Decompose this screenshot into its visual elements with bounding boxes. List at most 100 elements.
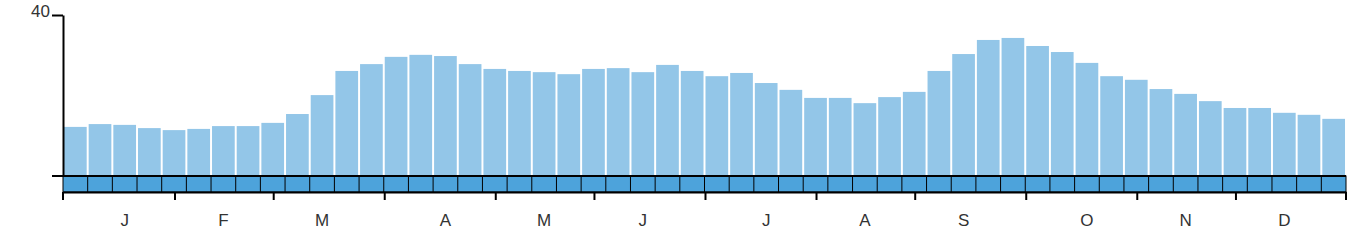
strip-divider xyxy=(1271,176,1272,192)
bar xyxy=(804,98,827,176)
strip-divider xyxy=(1247,176,1248,192)
bar xyxy=(878,97,901,176)
bar xyxy=(607,68,630,176)
bar xyxy=(237,126,260,176)
strip-divider xyxy=(1173,176,1174,192)
strip xyxy=(63,176,1346,192)
month-separator xyxy=(816,192,818,200)
strip-divider xyxy=(334,176,335,192)
strip-divider xyxy=(926,176,927,192)
x-tick-label: O xyxy=(1080,211,1093,230)
y-axis: 40 xyxy=(31,2,63,176)
strip-divider xyxy=(1025,176,1026,192)
x-tick: D xyxy=(1278,192,1290,230)
strip-divider xyxy=(1000,176,1001,192)
bar xyxy=(1125,80,1148,176)
bar xyxy=(1076,63,1099,176)
strip-divider xyxy=(211,176,212,192)
bar xyxy=(1298,115,1321,176)
bar xyxy=(1051,52,1074,176)
strip-divider xyxy=(901,176,902,192)
x-tick-label: S xyxy=(958,211,969,230)
bar xyxy=(1273,113,1296,176)
month-separator xyxy=(1136,192,1138,200)
strip-divider xyxy=(383,176,384,192)
bar xyxy=(631,72,654,176)
strip-bg xyxy=(63,176,1346,192)
strip-divider xyxy=(704,176,705,192)
strip-divider xyxy=(408,176,409,192)
bar xyxy=(360,64,383,176)
month-separator xyxy=(174,192,176,200)
bar xyxy=(1199,101,1222,176)
strip-divider xyxy=(1222,176,1223,192)
strip-divider xyxy=(285,176,286,192)
bar xyxy=(483,69,506,176)
x-tick: A xyxy=(859,192,871,230)
x-tick-label: J xyxy=(762,211,771,230)
strip-divider xyxy=(1099,176,1100,192)
strip-divider xyxy=(235,176,236,192)
month-separator xyxy=(495,192,497,200)
y-axis-line xyxy=(63,16,65,177)
bar xyxy=(755,83,778,176)
x-tick-label: J xyxy=(120,211,129,230)
bar xyxy=(952,54,975,176)
month-separator xyxy=(1345,192,1347,200)
strip-divider xyxy=(112,176,113,192)
strip-divider xyxy=(1321,176,1322,192)
bars xyxy=(64,38,1345,176)
x-tick-label: J xyxy=(639,211,648,230)
strip-divider xyxy=(260,176,261,192)
x-tick: J xyxy=(120,192,129,230)
baseline xyxy=(52,175,1346,177)
bar xyxy=(1174,94,1197,176)
strip-divider xyxy=(186,176,187,192)
bar xyxy=(1248,108,1271,176)
strip-divider xyxy=(87,176,88,192)
bar xyxy=(212,126,235,176)
x-tick: M xyxy=(537,192,551,230)
month-separator xyxy=(384,192,386,200)
strip-divider xyxy=(359,176,360,192)
strip-divider xyxy=(137,176,138,192)
strip-divider xyxy=(655,176,656,192)
x-tick-label: A xyxy=(440,211,452,230)
strip-divider xyxy=(1148,176,1149,192)
x-tick-label: N xyxy=(1179,211,1191,230)
strip-divider xyxy=(1074,176,1075,192)
bar xyxy=(138,128,161,176)
bar xyxy=(409,55,432,176)
bar xyxy=(977,40,1000,176)
x-tick: J xyxy=(639,192,648,230)
bar xyxy=(928,71,951,176)
bar xyxy=(508,71,531,176)
strip-divider xyxy=(1123,176,1124,192)
strip-divider xyxy=(605,176,606,192)
chart: 40JFMAMJJASOND xyxy=(0,0,1358,236)
bar xyxy=(434,56,457,176)
bar xyxy=(335,71,358,176)
strip-divider xyxy=(1296,176,1297,192)
x-tick-label: M xyxy=(537,211,551,230)
y-tick: 40 xyxy=(31,2,63,21)
x-tick: J xyxy=(762,192,771,230)
x-tick-label: A xyxy=(859,211,871,230)
x-tick: O xyxy=(1080,192,1093,230)
month-separator xyxy=(273,192,275,200)
bar xyxy=(163,130,186,176)
strip-divider xyxy=(482,176,483,192)
month-separator xyxy=(62,192,64,200)
y-tick-label: 40 xyxy=(31,2,50,21)
strip-divider xyxy=(803,176,804,192)
x-tick: A xyxy=(440,192,452,230)
bar xyxy=(89,124,112,176)
bar xyxy=(705,76,728,176)
strip-divider xyxy=(753,176,754,192)
bar xyxy=(656,65,679,176)
bar xyxy=(187,129,210,176)
bar xyxy=(1150,89,1173,176)
x-tick: M xyxy=(315,192,329,230)
strip-divider xyxy=(951,176,952,192)
bar xyxy=(385,57,408,176)
